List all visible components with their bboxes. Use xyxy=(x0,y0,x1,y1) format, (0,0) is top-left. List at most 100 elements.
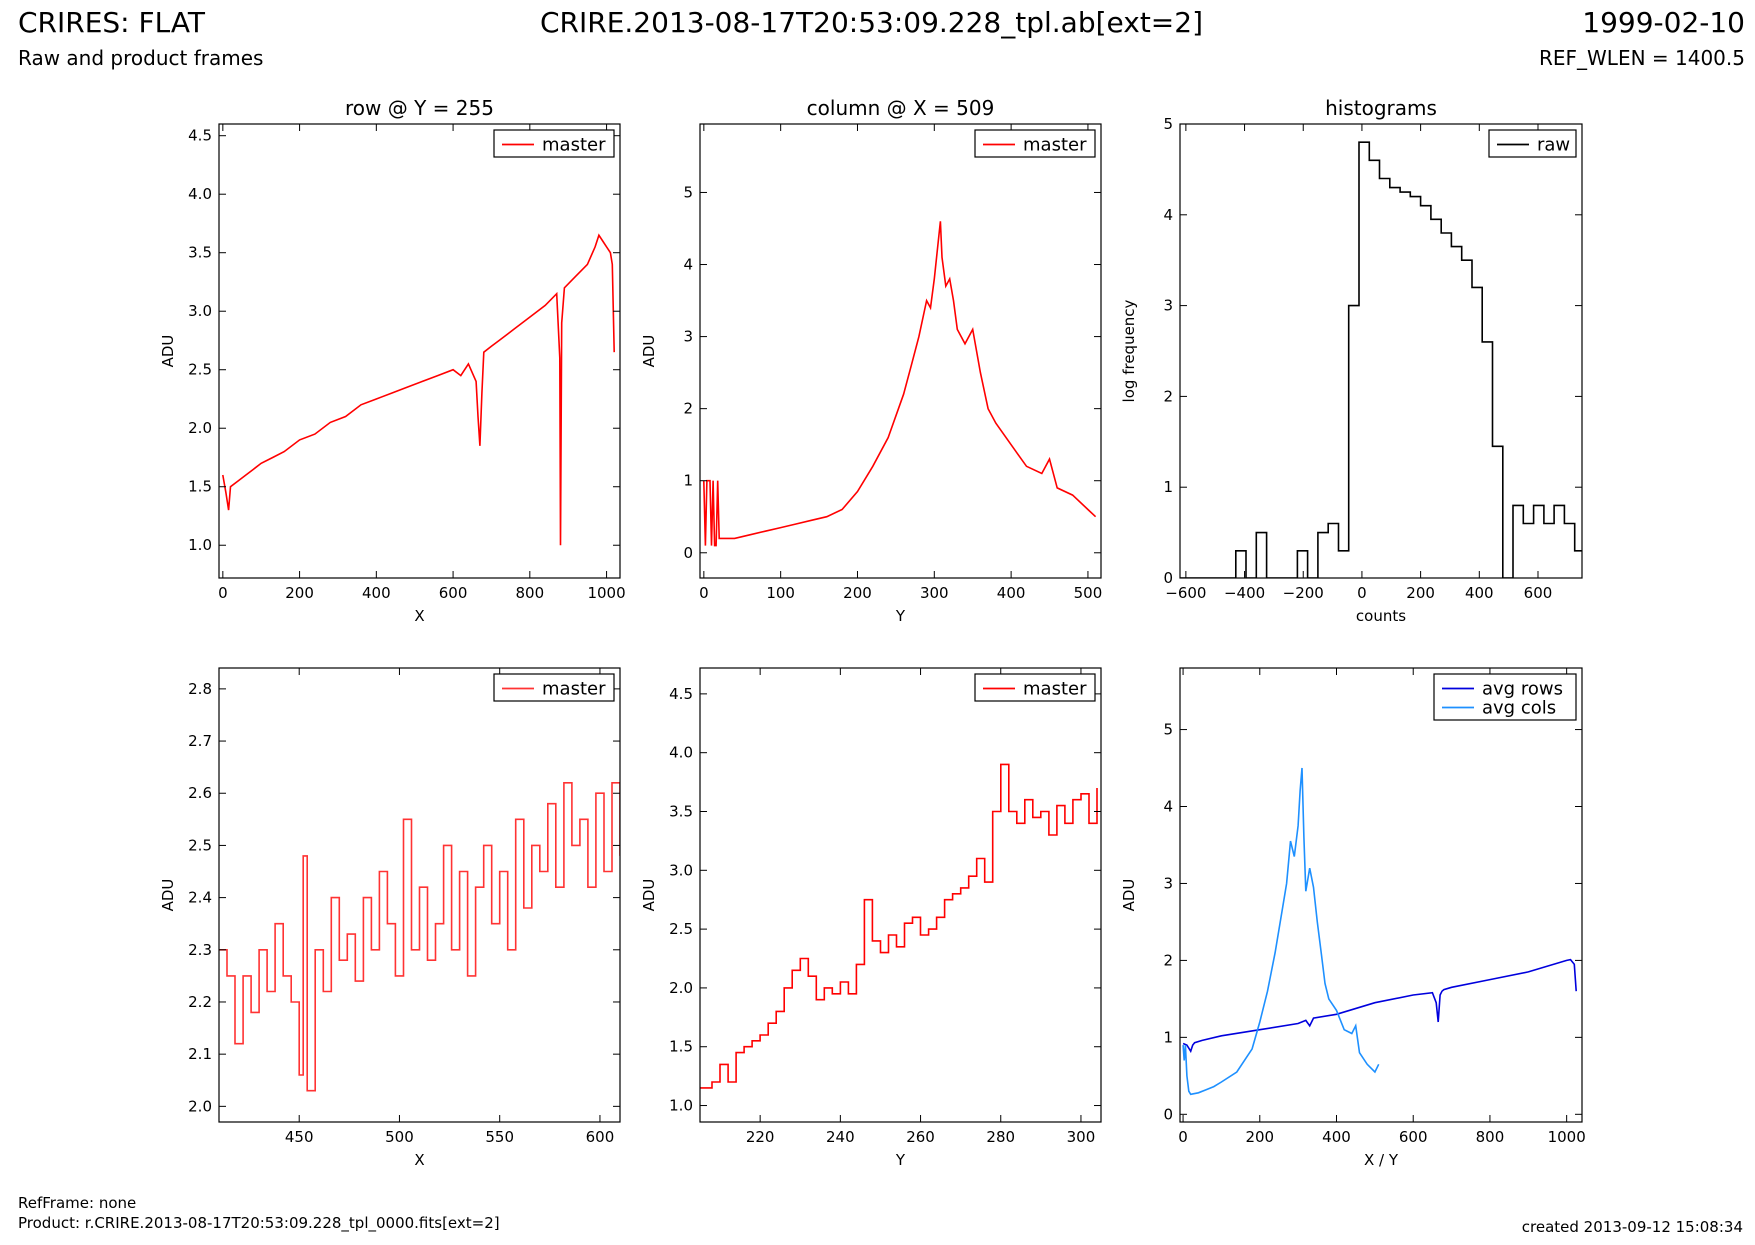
x-tick-label: 200 xyxy=(843,584,872,602)
x-tick-label: 600 xyxy=(586,1128,615,1146)
legend: master xyxy=(493,673,615,702)
y-axis-label: log frequency xyxy=(1120,299,1138,402)
chart-title: histograms xyxy=(1325,96,1437,120)
x-tick-label: 240 xyxy=(826,1128,855,1146)
y-tick-label: 5 xyxy=(1163,115,1173,133)
y-tick-label: 0 xyxy=(683,544,693,562)
y-tick-label: 4 xyxy=(1163,798,1173,816)
legend-box xyxy=(974,129,1096,158)
y-tick-label: 2.5 xyxy=(188,836,212,854)
x-tick-label: −200 xyxy=(1283,584,1324,602)
legend: master xyxy=(493,129,615,158)
x-tick-label: 600 xyxy=(1399,1128,1428,1146)
y-tick-label: 4.5 xyxy=(188,127,212,145)
x-tick-label: 0 xyxy=(1178,1128,1188,1146)
title-center: CRIRE.2013-08-17T20:53:09.228_tpl.ab[ext… xyxy=(540,6,1204,39)
y-tick-label: 2.7 xyxy=(188,732,212,750)
x-tick-label: 800 xyxy=(516,584,545,602)
y-tick-label: 1 xyxy=(683,472,693,490)
axes-frame xyxy=(699,123,1102,579)
x-tick-label: 0 xyxy=(699,584,709,602)
y-tick-label: 2 xyxy=(683,400,693,418)
x-tick-label: 0 xyxy=(218,584,228,602)
x-tick-label: 400 xyxy=(1465,584,1494,602)
legend-label: avg rows xyxy=(1482,679,1563,700)
x-axis-label: X / Y xyxy=(1364,1151,1399,1169)
title-right: 1999-02-10 xyxy=(1582,6,1745,39)
legend-label: raw xyxy=(1537,135,1570,156)
legend: master xyxy=(974,673,1096,702)
x-tick-label: 300 xyxy=(1067,1128,1096,1146)
y-axis-label: ADU xyxy=(159,879,177,912)
x-tick-label: 1000 xyxy=(1548,1128,1586,1146)
axes-frame xyxy=(1179,667,1583,1123)
y-tick-label: 2.3 xyxy=(188,941,212,959)
y-tick-label: 1.0 xyxy=(669,1097,693,1115)
y-tick-label: 2.0 xyxy=(188,1097,212,1115)
series-line-raw xyxy=(1180,141,1582,578)
x-tick-label: 400 xyxy=(362,584,391,602)
x-tick-label: 550 xyxy=(485,1128,514,1146)
y-tick-label: 5 xyxy=(1163,721,1173,739)
y-tick-label: 3.0 xyxy=(669,861,693,879)
chart-row-zoom: 450 500 550 600 2.0 2.1 2.2 2.3 2.4 2.5 2.6 2.7 2.8 X… xyxy=(159,667,621,1169)
axes-frame xyxy=(218,123,621,579)
legend: raw xyxy=(1488,129,1577,158)
series-line-master xyxy=(700,763,1098,1089)
y-tick-label: 2.1 xyxy=(188,1045,212,1063)
x-tick-label: 600 xyxy=(439,584,468,602)
y-tick-label: 3 xyxy=(683,328,693,346)
ref-frame-label: RefFrame: none xyxy=(18,1194,137,1212)
x-axis-label: X xyxy=(414,607,424,625)
y-tick-label: 5 xyxy=(683,183,693,201)
y-axis-label: ADU xyxy=(1120,879,1138,912)
y-tick-label: 1 xyxy=(1163,1028,1173,1046)
legend-box xyxy=(974,673,1096,702)
x-tick-label: 200 xyxy=(1406,584,1435,602)
y-tick-label: 1.0 xyxy=(188,536,212,554)
axes-frame xyxy=(1179,123,1583,579)
chart-averages: 0 200 400 600 800 1000 0 1 2 3 4 5 X / Y ADU avg rowsa… xyxy=(1120,667,1586,1169)
y-tick-label: 3.0 xyxy=(188,302,212,320)
y-tick-label: 2.5 xyxy=(188,361,212,379)
x-tick-label: 450 xyxy=(285,1128,314,1146)
y-tick-label: 1.5 xyxy=(669,1038,693,1056)
x-tick-label: 260 xyxy=(906,1128,935,1146)
legend-box xyxy=(493,673,615,702)
chart-title: column @ X = 509 xyxy=(807,96,995,120)
y-tick-label: 0 xyxy=(1163,1105,1173,1123)
y-tick-label: 2 xyxy=(1163,951,1173,969)
product-label: Product: r.CRIRE.2013-08-17T20:53:09.228… xyxy=(18,1214,500,1232)
series-line-master xyxy=(222,233,615,546)
y-tick-label: 2.6 xyxy=(188,784,212,802)
y-tick-label: 2.0 xyxy=(188,419,212,437)
y-axis-label: ADU xyxy=(640,335,658,368)
x-tick-label: 1000 xyxy=(587,584,625,602)
x-tick-label: 100 xyxy=(766,584,795,602)
legend-box xyxy=(1488,129,1577,158)
y-tick-label: 2.2 xyxy=(188,993,212,1011)
x-tick-label: 500 xyxy=(385,1128,414,1146)
created-timestamp: created 2013-09-12 15:08:34 xyxy=(1521,1218,1743,1236)
x-axis-label: X xyxy=(414,1151,424,1169)
y-tick-label: 2.8 xyxy=(188,680,212,698)
y-tick-label: 4.5 xyxy=(669,685,693,703)
y-axis-label: ADU xyxy=(640,879,658,912)
chart-row-full: 0 200 400 600 800 1000 1.0 1.5 2.0 2.5 3.0 3.5 4.0 4.… xyxy=(159,96,626,625)
x-tick-label: 200 xyxy=(285,584,314,602)
y-tick-label: 3 xyxy=(1163,874,1173,892)
axes-frame xyxy=(699,667,1102,1123)
legend-label: master xyxy=(542,135,606,156)
y-tick-label: 2.4 xyxy=(188,889,212,907)
x-tick-label: −400 xyxy=(1224,584,1265,602)
legend-box xyxy=(1433,673,1577,721)
x-tick-label: 220 xyxy=(746,1128,775,1146)
chart-column-zoom: 220 240 260 280 300 1.0 1.5 2.0 2.5 3.0 3.5 4.0 4.5 Y… xyxy=(640,667,1102,1169)
y-tick-label: 1 xyxy=(1163,478,1173,496)
title-left: CRIRES: FLAT xyxy=(18,6,205,39)
series-line-avg-rows xyxy=(1182,958,1577,1054)
chart-title: row @ Y = 255 xyxy=(345,96,494,120)
y-tick-label: 2.0 xyxy=(669,979,693,997)
